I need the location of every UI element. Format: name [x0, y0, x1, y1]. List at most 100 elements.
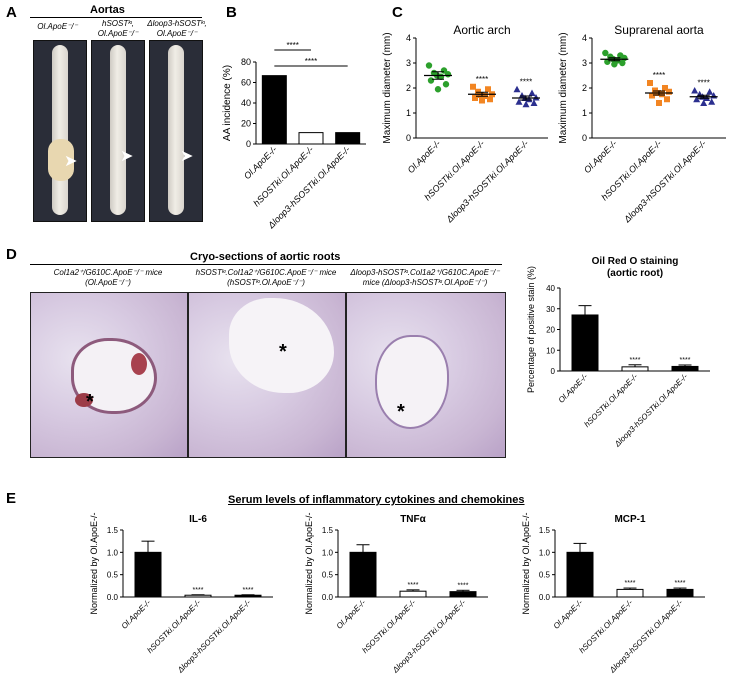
data-point	[522, 100, 530, 108]
y-tick-label: 3	[406, 58, 411, 68]
y-tick-label: 20	[546, 326, 555, 335]
histo-caption-3: Δloop3-hSOSTᵏᶦ.Col1a2⁺/G610C.ApoE⁻/⁻	[350, 268, 500, 277]
significance-label: ****	[408, 582, 419, 589]
bar	[616, 588, 644, 598]
significance-label: ****	[476, 75, 488, 84]
aorta-photo-2: ➤	[91, 40, 145, 222]
x-tick-label: Ol.ApoE-/-	[582, 138, 619, 175]
panel-a-group-2-label-2: Ol.ApoE⁻/⁻	[97, 29, 139, 38]
panel-a-group-3-label: Δloop3-hSOSTᵏᶦ,	[147, 19, 207, 28]
significance-label: ****	[625, 580, 636, 587]
histo-image-3: *	[346, 292, 506, 458]
panel-a-title: Aortas	[90, 4, 125, 16]
bar	[298, 132, 324, 145]
data-point	[656, 100, 662, 106]
histo-caption-1: Col1a2⁺/G610C.ApoE⁻/⁻ mice	[53, 268, 163, 277]
data-point	[666, 88, 672, 95]
significance-label: ****	[680, 357, 691, 364]
y-tick-label: 1.5	[107, 526, 119, 535]
chart-suprarenal-aorta: 0 1 2 3 4 Maximum diameter (mm) Suprarenal aor…	[558, 23, 726, 225]
bar	[399, 590, 427, 598]
y-tick-label: 1.0	[539, 548, 551, 557]
bar	[349, 551, 377, 598]
y-axis-label: Maximum diameter (mm)	[558, 32, 569, 143]
data-point	[693, 95, 701, 103]
panel-c-letter: C	[392, 4, 403, 21]
y-tick-label: 1.0	[107, 548, 119, 557]
y-tick-label: 0	[582, 133, 587, 143]
data-point	[434, 86, 442, 93]
bar	[671, 365, 699, 372]
y-axis-label: Normalized by Ol.ApoE-/-	[521, 512, 531, 614]
chart-aa-incidence: 0 20 40 60 80 AA incidence (%) **** **** Ol.ApoE…	[222, 41, 366, 231]
y-tick-label: 0	[246, 139, 251, 149]
y-axis-label: Normalized by Ol.ApoE-/-	[89, 512, 99, 614]
chart-title: (aortic root)	[607, 268, 663, 279]
chart-title: Oil Red O staining	[592, 256, 679, 267]
chart-aortic-arch: 0 1 2 3 4 Maximum diameter (mm) Aortic arch ***…	[382, 23, 548, 225]
panel-d-letter: D	[6, 246, 17, 263]
data-point	[649, 92, 655, 99]
y-axis-label: Normalized by Ol.ApoE-/-	[304, 512, 314, 614]
data-point	[708, 98, 716, 105]
data-point	[485, 86, 491, 93]
y-tick-label: 2	[406, 83, 411, 93]
bar	[335, 132, 361, 145]
data-point	[472, 95, 478, 101]
chart-oil-red-o: 0 10 20 30 40 Percentage of positive stain (%…	[526, 256, 710, 449]
x-tick-label: Ol.ApoE-/-	[552, 598, 585, 631]
significance-label: ****	[193, 587, 204, 594]
data-point	[619, 59, 626, 67]
y-tick-label: 0	[406, 133, 411, 143]
x-tick-label: Δloop3-hSOSTki.Ol.ApoE-/-	[444, 138, 531, 225]
y-tick-label: 10	[546, 346, 555, 355]
y-axis-label: AA incidence (%)	[222, 65, 233, 141]
x-tick-label: hSOSTki.Ol.ApoE-/-	[577, 598, 634, 655]
significance-label: ****	[697, 79, 709, 88]
x-tick-label: Ol.ApoE-/-	[406, 138, 443, 175]
x-tick-label: Ol.ApoE-/-	[335, 598, 368, 631]
lumen-asterisk: *	[397, 401, 405, 423]
histo-caption-2: hSOSTᵏᶦ.Col1a2⁺/G610C.ApoE⁻/⁻ mice	[195, 268, 337, 277]
x-tick-label: hSOSTki.Ol.ApoE-/-	[145, 598, 202, 655]
data-point	[525, 95, 533, 103]
arrow-icon: ➤	[64, 153, 78, 170]
histo-caption-3b: mice (Δloop3-hSOSTᵏᶦ.Ol.ApoE⁻/⁻)	[362, 278, 488, 287]
chart-il6: 0.0 0.5 1.0 1.5 Normalized by Ol.ApoE-/- ****…	[89, 512, 273, 675]
aorta-photo-1: ➤	[33, 40, 87, 222]
data-point	[659, 91, 665, 98]
chart-title: Suprarenal aorta	[614, 23, 704, 37]
significance-label: ****	[675, 580, 686, 587]
y-tick-label: 40	[241, 98, 251, 108]
x-tick-label: Δloop3-hSOSTki.Ol.ApoE-/-	[621, 138, 708, 225]
y-tick-label: 4	[406, 33, 411, 43]
y-tick-label: 0.0	[539, 593, 551, 602]
y-tick-label: 40	[546, 284, 555, 293]
x-tick-label: hSOSTki.Ol.ApoE-/-	[360, 598, 417, 655]
y-tick-label: 30	[546, 305, 555, 314]
bar	[621, 366, 649, 372]
data-point	[604, 58, 611, 65]
data-point	[706, 88, 714, 95]
data-point	[530, 99, 538, 106]
y-tick-label: 0.5	[539, 571, 551, 580]
panel-a-rule	[30, 17, 202, 18]
data-point	[444, 71, 452, 78]
bar	[571, 314, 599, 372]
panel-a-group-2-label: hSOSTᵏᶦ,	[102, 19, 134, 28]
data-point	[647, 80, 653, 86]
bar	[566, 551, 594, 598]
y-tick-label: 0.0	[107, 593, 119, 602]
x-tick-label: Ol.ApoE-/-	[120, 598, 153, 631]
data-point	[478, 92, 484, 98]
data-point	[700, 99, 708, 106]
arrow-icon: ➤	[120, 148, 134, 165]
y-tick-label: 0.5	[107, 571, 119, 580]
y-tick-label: 0	[551, 367, 556, 376]
lumen-asterisk: *	[86, 391, 94, 413]
y-tick-label: 20	[241, 119, 251, 129]
histo-image-2: *	[188, 292, 346, 458]
y-tick-label: 1	[582, 108, 587, 118]
y-tick-label: 1	[406, 108, 411, 118]
significance-label: ****	[243, 587, 254, 594]
